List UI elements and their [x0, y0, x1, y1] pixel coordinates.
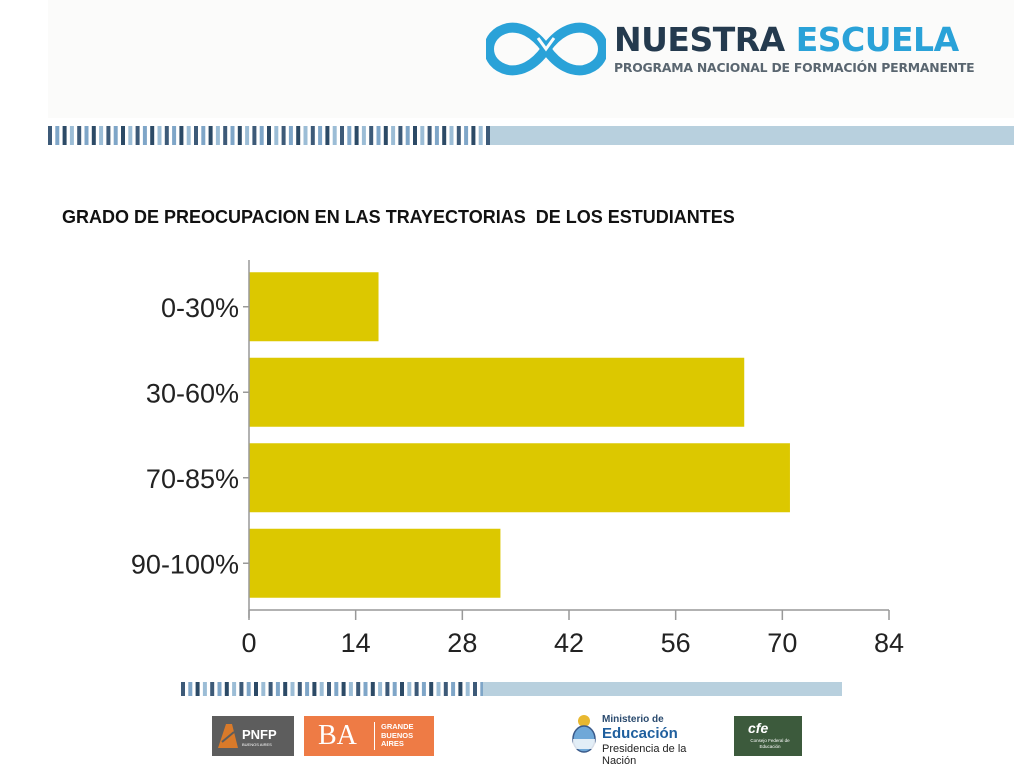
- y-tick-label-70-85%: 70-85%: [146, 464, 239, 494]
- bottom-stripe: [181, 682, 842, 696]
- cfe-small: Consejo Federal de Educación: [750, 738, 790, 749]
- brand-word-1: NUESTRA: [614, 20, 785, 59]
- bar-70-85%: [249, 443, 790, 513]
- bar-chart: 0-30% 30-60% 70-85% 90-100% 0 14 28 42 56 70 84: [110, 250, 930, 675]
- infinity-icon: [483, 22, 609, 76]
- ba-small-3: AIRES: [381, 739, 404, 748]
- y-tick-label-90-100%: 90-100%: [131, 549, 239, 579]
- bar-30-60%: [249, 357, 745, 427]
- ministerio-logo: Ministerio de Educación Presidencia de l…: [568, 710, 718, 767]
- ba-logo: BA GRANDE BUENOS AIRES: [304, 716, 434, 756]
- ba-small: GRANDE BUENOS AIRES: [381, 722, 433, 749]
- ba-big: BA: [318, 720, 357, 751]
- top-stripe: [48, 126, 1014, 145]
- ba-small-1: GRANDE: [381, 722, 414, 731]
- bar-90-100%: [249, 528, 501, 598]
- ministerio-line2: Educación: [602, 725, 678, 742]
- cfe-logo: cfe Consejo Federal de Educación: [734, 716, 802, 756]
- x-tick-label-84: 84: [874, 628, 904, 658]
- x-tick-label-0: 0: [241, 628, 256, 658]
- brand-subtitle: PROGRAMA NACIONAL DE FORMACIÓN PERMANENT…: [614, 60, 975, 75]
- escudo-icon: [572, 715, 596, 753]
- x-tick-label-14: 14: [341, 628, 371, 658]
- y-tick-label-0-30%: 0-30%: [161, 293, 239, 323]
- bar-0-30%: [249, 272, 379, 342]
- chart-title: GRADO DE PREOCUPACION EN LAS TRAYECTORIA…: [62, 207, 735, 227]
- bar-chart-svg: 0-30% 30-60% 70-85% 90-100% 0 14 28 42 56 70 84: [131, 260, 904, 658]
- brand-word-2: ESCUELA: [795, 20, 959, 59]
- cfe-big: cfe: [748, 720, 769, 736]
- ministerio-line3: Presidencia de la Nación: [602, 743, 687, 767]
- pnfp-emblem-icon: [218, 724, 238, 748]
- x-tick-label-70: 70: [767, 628, 797, 658]
- x-tick-label-56: 56: [661, 628, 691, 658]
- pnfp-logo: PNFP BUENOS AIRES: [212, 716, 294, 756]
- x-tick-label-42: 42: [554, 628, 584, 658]
- ba-divider: [374, 722, 375, 750]
- pnfp-label: PNFP: [242, 727, 277, 742]
- nuestra-escuela-logo: NUESTRA ESCUELA PROGRAMA NACIONAL DE FOR…: [483, 16, 975, 82]
- y-tick-label-30-60%: 30-60%: [146, 378, 239, 408]
- brand-name: NUESTRA ESCUELA: [614, 20, 959, 59]
- ba-small-2: BUENOS: [381, 730, 414, 740]
- ministerio-line1: Ministerio de: [602, 714, 664, 725]
- x-tick-label-28: 28: [447, 628, 477, 658]
- pnfp-sub: BUENOS AIRES: [242, 742, 272, 747]
